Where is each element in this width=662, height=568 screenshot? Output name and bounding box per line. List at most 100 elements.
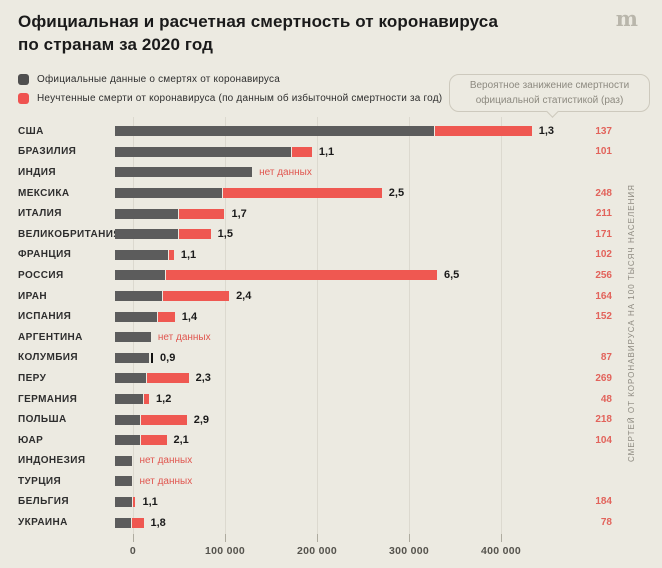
excess-deaths-bar[interactable] bbox=[169, 249, 174, 260]
country-row: ПЕРУ 2,3 269 bbox=[0, 368, 662, 389]
deaths-per-100k-value: 256 bbox=[595, 269, 612, 281]
excess-deaths-bar[interactable] bbox=[143, 394, 150, 405]
underreporting-ratio: 2,9 bbox=[193, 413, 210, 426]
underreporting-ratio: 1,5 bbox=[217, 228, 233, 241]
country-label: УКРАИНА bbox=[18, 517, 68, 529]
axis-tick bbox=[317, 534, 318, 542]
deaths-per-100k-value: 211 bbox=[595, 208, 612, 220]
x-axis-label: 100 000 bbox=[204, 545, 246, 557]
official-deaths-bar[interactable] bbox=[115, 270, 165, 281]
deaths-per-100k-value: 87 bbox=[600, 352, 612, 364]
gridline bbox=[225, 117, 226, 538]
country-label: США bbox=[18, 125, 44, 137]
excess-deaths-bar[interactable] bbox=[222, 188, 382, 199]
deaths-per-100k-value: 269 bbox=[595, 372, 612, 384]
country-label: АРГЕНТИНА bbox=[18, 331, 83, 343]
callout-tail bbox=[546, 105, 559, 118]
excess-deaths-bar[interactable] bbox=[165, 270, 437, 281]
excess-deaths-bar[interactable] bbox=[140, 414, 187, 425]
country-row: БЕЛЬГИЯ 1,1 184 bbox=[0, 492, 662, 513]
official-deaths-bar[interactable] bbox=[115, 167, 253, 178]
gridline bbox=[133, 117, 134, 538]
deaths-per-100k-value: 171 bbox=[595, 228, 612, 240]
excess-deaths-bar[interactable] bbox=[131, 517, 144, 528]
country-row: ТУРЦИЯ нет данных bbox=[0, 471, 662, 492]
excess-swatch-icon bbox=[18, 93, 29, 104]
official-deaths-bar[interactable] bbox=[115, 517, 131, 528]
underreporting-ratio: 1,1 bbox=[318, 145, 335, 158]
country-row: КОЛУМБИЯ 0,9 87 bbox=[0, 348, 662, 369]
page-title-line1: Официальная и расчетная смертность от ко… bbox=[18, 12, 499, 31]
official-deaths-bar[interactable] bbox=[115, 455, 133, 466]
underreporting-ratio: 1,1 bbox=[142, 495, 158, 508]
excess-deaths-bar[interactable] bbox=[147, 373, 189, 384]
country-row: УКРАИНА 1,8 78 bbox=[0, 512, 662, 533]
official-deaths-bar[interactable] bbox=[115, 208, 178, 219]
axis-tick bbox=[225, 534, 226, 542]
x-axis-label: 0 bbox=[129, 545, 137, 557]
country-row: ИРАН 2,4 164 bbox=[0, 286, 662, 307]
official-deaths-bar[interactable] bbox=[115, 188, 222, 199]
excess-deaths-bar[interactable] bbox=[291, 146, 312, 157]
official-deaths-bar[interactable] bbox=[115, 146, 291, 157]
country-row: ИСПАНИЯ 1,4 152 bbox=[0, 306, 662, 327]
deaths-per-100k-value: 164 bbox=[595, 290, 612, 302]
official-deaths-bar[interactable] bbox=[115, 352, 150, 363]
deaths-per-100k-value: 101 bbox=[595, 146, 612, 158]
excess-deaths-bar[interactable] bbox=[435, 126, 532, 137]
underreporting-ratio: 1,3 bbox=[538, 125, 555, 138]
page-title: Официальная и расчетная смертность от ко… bbox=[18, 10, 618, 57]
official-deaths-bar[interactable] bbox=[115, 332, 151, 343]
gridline bbox=[317, 117, 318, 538]
underreporting-ratio: 1,7 bbox=[231, 207, 247, 220]
country-row: БРАЗИЛИЯ 1,1 101 bbox=[0, 142, 662, 163]
deaths-per-100k-value: 102 bbox=[595, 249, 612, 261]
official-deaths-bar[interactable] bbox=[115, 414, 140, 425]
excess-deaths-bar[interactable] bbox=[140, 435, 167, 446]
excess-deaths-bar[interactable] bbox=[133, 496, 136, 507]
excess-deaths-bar[interactable] bbox=[158, 311, 175, 322]
legend-item: Неучтенные смерти от коронавируса (по да… bbox=[18, 89, 442, 108]
excess-deaths-bar[interactable] bbox=[178, 208, 225, 219]
excess-deaths-bar[interactable] bbox=[178, 229, 211, 240]
meduza-logo-icon[interactable]: m bbox=[615, 6, 638, 31]
official-deaths-bar[interactable] bbox=[115, 435, 140, 446]
no-data-label: нет данных bbox=[157, 331, 211, 343]
country-label: МЕКСИКА bbox=[18, 187, 70, 199]
no-data-label: нет данных bbox=[139, 455, 193, 467]
country-row: РОССИЯ 6,5 256 bbox=[0, 265, 662, 286]
deaths-per-100k-value: 248 bbox=[595, 187, 612, 199]
official-deaths-bar[interactable] bbox=[115, 476, 133, 487]
country-label: ПЕРУ bbox=[18, 372, 47, 384]
official-deaths-bar[interactable] bbox=[115, 496, 133, 507]
official-deaths-bar[interactable] bbox=[115, 291, 162, 302]
legend-item: Официальные данные о смертях от коронави… bbox=[18, 70, 442, 89]
official-deaths-bar[interactable] bbox=[115, 373, 147, 384]
excess-deaths-bar[interactable] bbox=[162, 291, 230, 302]
gridline bbox=[501, 117, 502, 538]
country-row: ИНДИЯ нет данных bbox=[0, 162, 662, 183]
legend-label: Официальные данные о смертях от коронави… bbox=[37, 74, 280, 85]
official-deaths-bar[interactable] bbox=[115, 229, 178, 240]
deaths-per-100k-value: 78 bbox=[600, 517, 612, 529]
axis-tick bbox=[501, 534, 502, 542]
underreporting-ratio: 2,5 bbox=[388, 187, 405, 200]
country-row: ФРАНЦИЯ 1,1 102 bbox=[0, 245, 662, 266]
country-row: ИТАЛИЯ 1,7 211 bbox=[0, 203, 662, 224]
country-label: ИРАН bbox=[18, 290, 48, 302]
official-deaths-bar[interactable] bbox=[115, 394, 143, 405]
deaths-per-100k-value: 137 bbox=[595, 125, 612, 137]
x-axis-label: 300 000 bbox=[388, 545, 430, 557]
underreporting-ratio: 1,4 bbox=[181, 310, 198, 323]
underreporting-ratio: 2,4 bbox=[236, 290, 252, 303]
callout-line1: Вероятное занижение смертности bbox=[469, 80, 630, 91]
official-deaths-bar[interactable] bbox=[115, 311, 158, 322]
axis-tick bbox=[409, 534, 410, 542]
official-deaths-bar[interactable] bbox=[115, 126, 435, 137]
country-label: БРАЗИЛИЯ bbox=[18, 146, 77, 158]
excess-below-official-marker bbox=[151, 352, 154, 363]
official-deaths-bar[interactable] bbox=[115, 249, 169, 260]
bar-rows: США 1,3 137 БРАЗИЛИЯ 1,1 101 ИНДИЯ нет данных МЕ… bbox=[0, 121, 662, 533]
country-label: ПОЛЬША bbox=[18, 414, 67, 426]
